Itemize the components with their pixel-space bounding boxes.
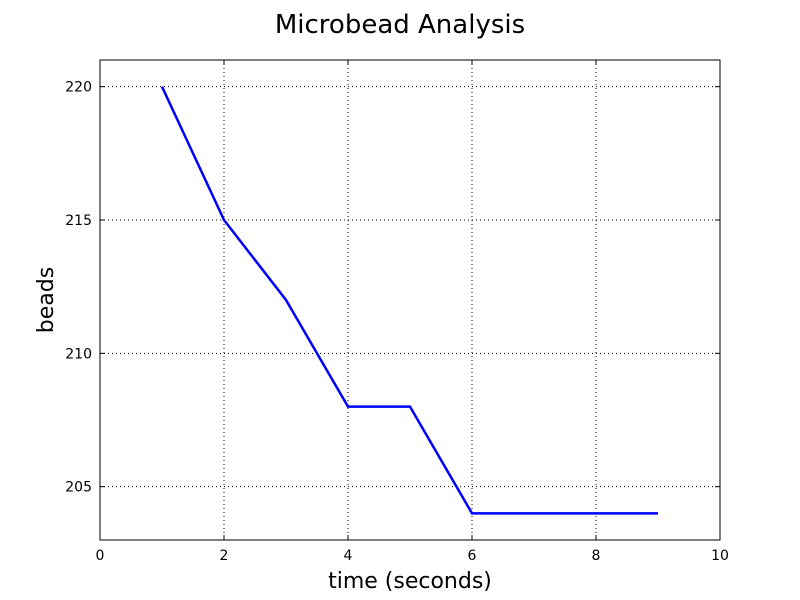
y-axis-ticks: 205 210 215 220	[65, 80, 720, 496]
grid-lines	[100, 60, 720, 540]
y-tick-label: 215	[65, 213, 92, 229]
x-tick-label: 10	[711, 548, 729, 564]
x-axis-ticks: 0 2 4 6 8 10	[96, 60, 729, 564]
y-axis-title: beads	[34, 267, 59, 333]
y-tick-label: 205	[65, 480, 92, 496]
plot-area-frame	[99, 59, 721, 541]
x-tick-label: 0	[96, 548, 105, 564]
y-tick-label: 210	[65, 346, 92, 362]
series-layer	[160, 86, 658, 515]
series-line	[160, 86, 658, 515]
x-tick-label: 4	[344, 548, 353, 564]
x-tick-label: 2	[220, 548, 229, 564]
x-tick-label: 6	[468, 548, 477, 564]
x-tick-label: 8	[592, 548, 601, 564]
chart-title: Microbead Analysis	[275, 10, 525, 40]
x-axis-title: time (seconds)	[328, 569, 492, 594]
y-tick-label: 220	[65, 80, 92, 96]
